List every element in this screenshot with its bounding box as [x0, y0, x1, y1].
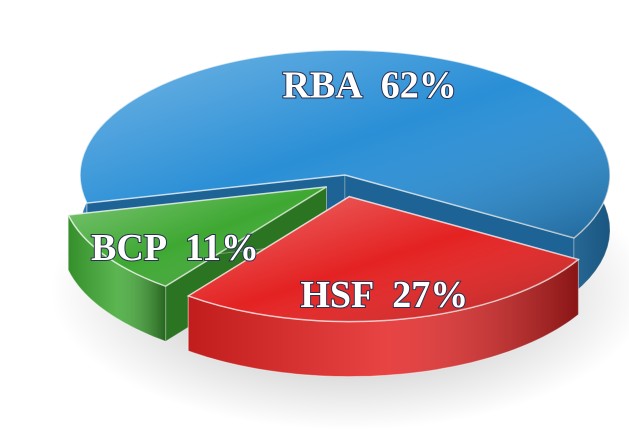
- slice-label: HSF 27%: [300, 274, 468, 316]
- slice-outer-wall-shade: [188, 259, 579, 377]
- slice-shine: [80, 49, 611, 238]
- slice-label: RBA 62%: [282, 64, 456, 106]
- slice-shine: [68, 186, 327, 287]
- slice-value-label: 62%: [381, 64, 457, 106]
- slice-category: RBA: [282, 64, 363, 106]
- slice-label: BCP 11%: [91, 227, 259, 269]
- labels: RBA 62% HSF 27% BCP 11%: [90, 63, 469, 317]
- slice-value-label: 27%: [392, 274, 468, 316]
- slice-value-label: 11%: [185, 227, 259, 269]
- slice-shine: [188, 196, 579, 322]
- slice-category: HSF: [300, 274, 374, 316]
- pie: [67, 49, 611, 378]
- slice-category: BCP: [91, 227, 167, 269]
